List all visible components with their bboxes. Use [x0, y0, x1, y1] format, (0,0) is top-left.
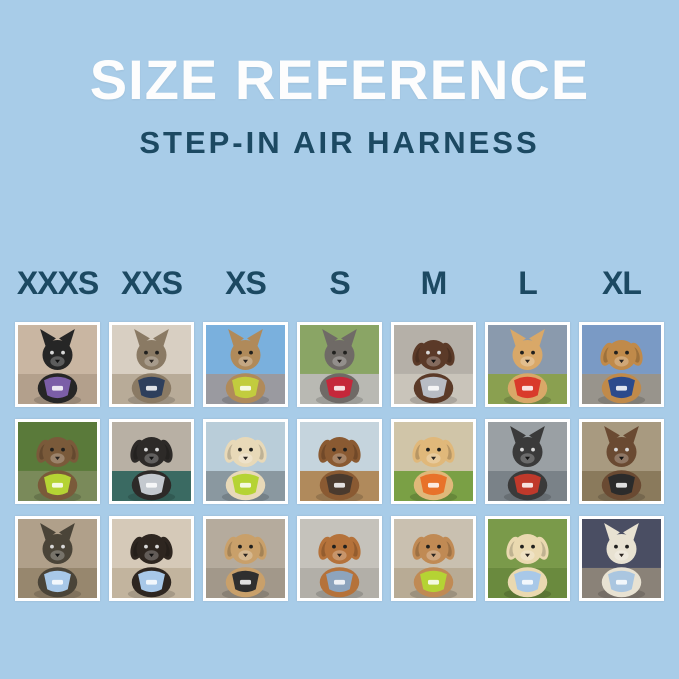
pet-photo-xxxs-row3 [15, 516, 100, 601]
size-label-l: L [518, 265, 538, 301]
page-subtitle: STEP-IN AIR HARNESS [139, 125, 540, 160]
size-label-xxs: XXS [120, 265, 183, 301]
size-label-xl: XL [602, 265, 642, 301]
pet-photo-xl-row3 [579, 516, 664, 601]
size-label-xs: XS [225, 265, 267, 301]
pet-photo-xxs-row2 [109, 419, 194, 504]
pet-photo-s-row2 [297, 419, 382, 504]
pet-photo-xs-row2 [203, 419, 288, 504]
pet-photo-xs-row1 [203, 322, 288, 407]
pet-photo-m-row1 [391, 322, 476, 407]
page-title: SIZE REFERENCE [89, 48, 590, 111]
pet-photo-l-row2 [485, 419, 570, 504]
pet-photo-xxs-row3 [109, 516, 194, 601]
pet-photo-xxxs-row2 [15, 419, 100, 504]
pet-photo-l-row3 [485, 516, 570, 601]
pet-photo-s-row3 [297, 516, 382, 601]
size-label-xxxs: XXXS [16, 265, 99, 301]
pet-photo-xs-row3 [203, 516, 288, 601]
size-header-row: XXXS XXS XS S M L XL [15, 267, 664, 299]
pet-photo-m-row3 [391, 516, 476, 601]
pet-photo-s-row1 [297, 322, 382, 407]
pet-photo-xxs-row1 [109, 322, 194, 407]
pet-photo-l-row1 [485, 322, 570, 407]
pet-photo-xl-row1 [579, 322, 664, 407]
size-label-s: S [329, 265, 350, 301]
size-label-m: M [420, 265, 448, 301]
pet-photo-m-row2 [391, 419, 476, 504]
pet-photo-xl-row2 [579, 419, 664, 504]
pet-grid [15, 322, 664, 601]
pet-photo-xxxs-row1 [15, 322, 100, 407]
